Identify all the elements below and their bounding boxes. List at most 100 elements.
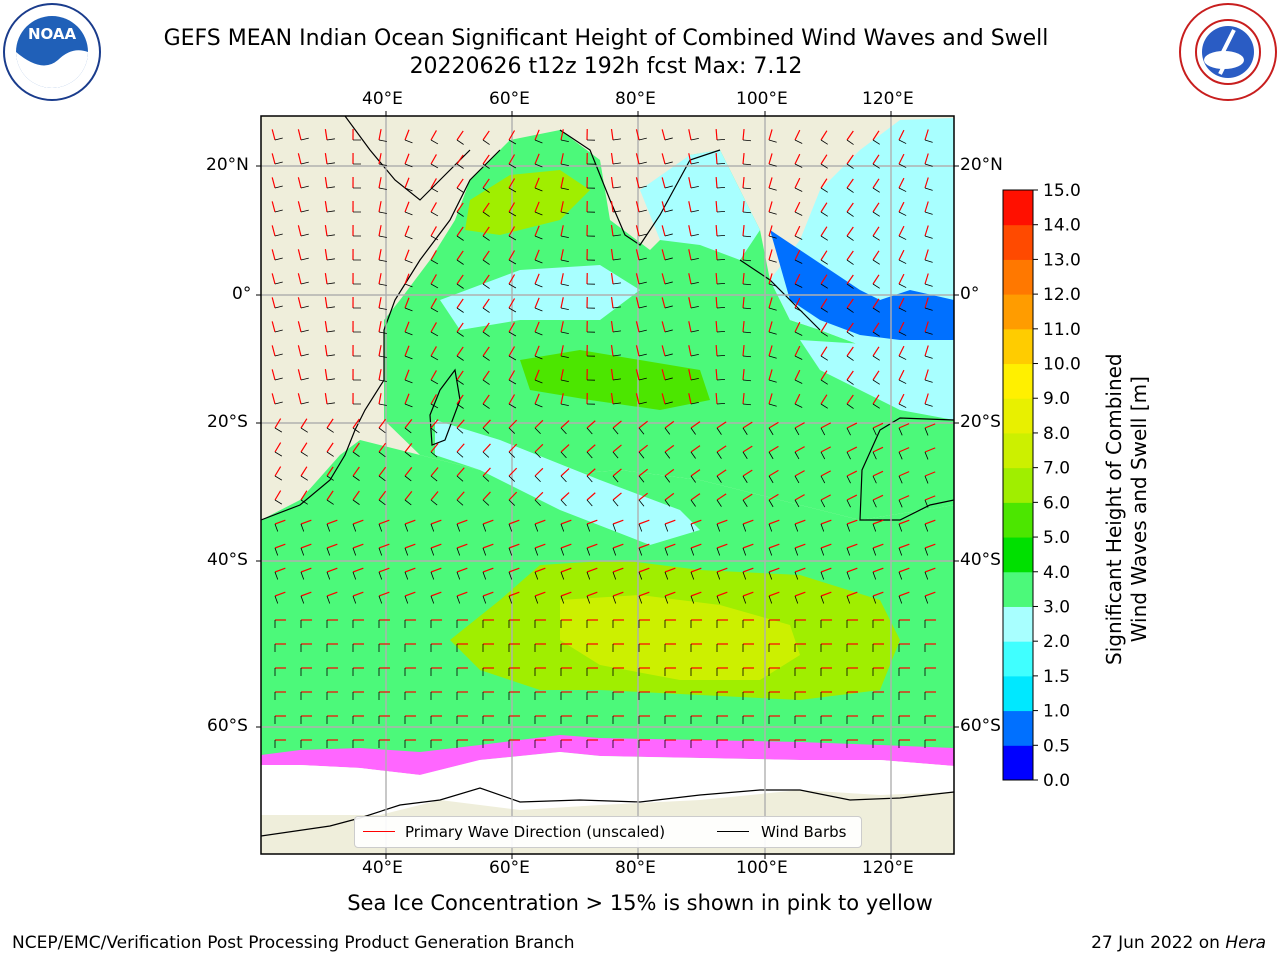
- wind-barb: [612, 330, 621, 333]
- wave-arrow: [872, 346, 880, 357]
- wind-barb: [898, 427, 903, 436]
- wind-barb: [456, 379, 464, 385]
- wave-arrow: [534, 519, 546, 525]
- wave-arrow: [456, 298, 464, 309]
- wave-arrow: [715, 128, 718, 141]
- colorbar-tick-label: 5.0: [1043, 528, 1070, 548]
- wave-arrow: [688, 249, 692, 261]
- wave-arrow: [638, 591, 650, 597]
- wave-arrow: [638, 444, 648, 453]
- wind-barb: [560, 331, 569, 335]
- wave-arrow: [430, 519, 442, 525]
- wave-arrow: [924, 393, 929, 405]
- wind-barb: [872, 163, 880, 169]
- colorbar-swatch: [1003, 571, 1033, 607]
- wave-arrow: [508, 298, 516, 309]
- wind-barb: [326, 162, 335, 165]
- wind-barb: [274, 209, 283, 213]
- wave-arrow: [534, 177, 540, 189]
- wave-arrow: [534, 567, 546, 573]
- wind-barb: [404, 595, 409, 604]
- wind-barb: [924, 451, 929, 460]
- wave-arrow: [742, 421, 753, 429]
- wave-arrow: [534, 225, 540, 237]
- wind-barb: [430, 595, 435, 604]
- wave-arrow: [456, 226, 464, 237]
- wind-barb: [768, 595, 773, 604]
- wind-barb: [274, 305, 283, 309]
- wave-arrow: [794, 129, 801, 141]
- wave-arrow: [586, 519, 598, 525]
- wind-barb: [690, 475, 696, 483]
- wave-arrow: [404, 490, 413, 501]
- wave-arrow: [898, 519, 910, 525]
- colorbar-swatch: [1003, 259, 1033, 295]
- wind-barb: [430, 163, 439, 169]
- wind-barb: [300, 571, 305, 580]
- wind-barb: [638, 475, 645, 483]
- wave-arrow: [794, 153, 801, 165]
- lon-tick-top: 60°E: [489, 89, 530, 109]
- wind-barb: [378, 163, 387, 166]
- wind-barb: [664, 137, 673, 141]
- wave-arrow: [326, 567, 338, 573]
- wind-barb: [872, 499, 877, 508]
- wind-barb: [690, 377, 699, 381]
- wind-barb: [586, 571, 591, 580]
- wind-barb: [378, 283, 387, 286]
- wave-arrow: [534, 491, 544, 501]
- lon-tick-bottom: 40°E: [362, 858, 403, 878]
- wind-barb: [742, 139, 752, 142]
- wind-barb: [898, 403, 907, 408]
- wave-arrow: [612, 492, 622, 501]
- wave-arrow: [297, 129, 302, 141]
- wave-arrow: [508, 346, 516, 357]
- wind-barb: [300, 137, 309, 141]
- wind-barb: [820, 163, 828, 169]
- wave-arrow: [898, 273, 905, 285]
- wave-arrow: [664, 519, 676, 525]
- wind-barb: [560, 499, 567, 507]
- wave-arrow: [635, 129, 640, 141]
- wind-barb: [872, 379, 880, 385]
- wave-arrow: [534, 419, 544, 429]
- wave-arrow: [872, 543, 884, 549]
- colorbar-tick-label: 3.0: [1043, 597, 1070, 617]
- wind-barb: [768, 283, 777, 287]
- wind-barb: [300, 161, 309, 165]
- wave-arrow: [924, 153, 929, 165]
- wave-arrow: [768, 153, 773, 165]
- wave-arrow: [610, 345, 614, 357]
- wind-barb: [378, 259, 387, 262]
- wind-barb: [638, 571, 643, 580]
- wind-barb: [612, 210, 621, 213]
- wave-arrow: [274, 418, 282, 429]
- colorbar-tick-label: 12.0: [1043, 285, 1081, 305]
- wind-barb: [846, 187, 854, 193]
- wind-barb: [690, 281, 699, 285]
- wave-arrow: [742, 344, 745, 357]
- wind-barb: [534, 547, 539, 556]
- wind-barb: [534, 499, 541, 507]
- wave-arrow: [324, 177, 328, 189]
- wave-arrow: [794, 422, 805, 429]
- wind-barb: [742, 475, 748, 483]
- colorbar-tick-label: 0.5: [1043, 736, 1070, 756]
- wind-barb: [482, 307, 490, 313]
- wave-arrow: [742, 445, 753, 453]
- wind-barb: [508, 139, 517, 145]
- wind-barb: [404, 187, 413, 192]
- wind-barb: [508, 259, 517, 265]
- wind-barb: [716, 571, 721, 580]
- wind-barb: [326, 234, 335, 237]
- wind-barb: [690, 523, 695, 532]
- wave-arrow: [924, 495, 936, 501]
- wave-arrow: [742, 296, 745, 309]
- wind-barb: [430, 187, 439, 193]
- wind-barb: [326, 186, 335, 189]
- wind-barb: [716, 378, 726, 381]
- wave-arrow: [482, 491, 491, 501]
- wind-barb: [924, 571, 929, 580]
- wind-barb: [326, 258, 335, 261]
- wave-arrow: [716, 519, 728, 525]
